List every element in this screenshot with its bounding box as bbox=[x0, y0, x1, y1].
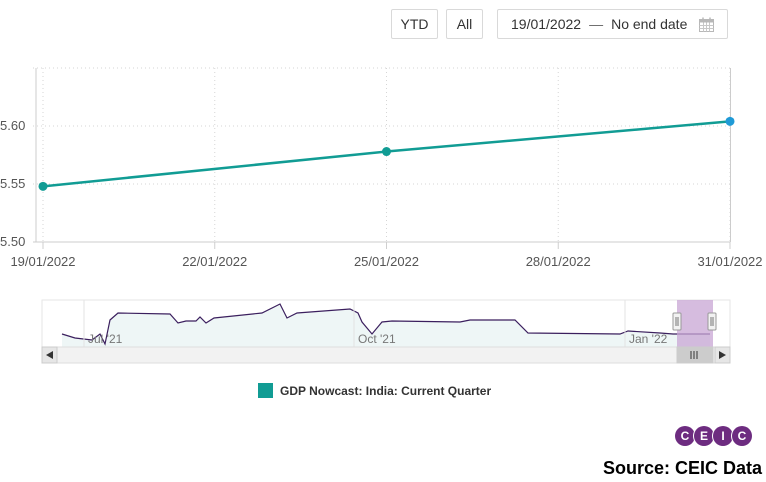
x-tick-label: 22/01/2022 bbox=[182, 254, 247, 269]
legend-swatch bbox=[258, 383, 273, 398]
all-button[interactable]: All bbox=[446, 9, 483, 39]
arrow-right-icon bbox=[719, 351, 726, 359]
x-tick-label: 25/01/2022 bbox=[354, 254, 419, 269]
date-from: 19/01/2022 bbox=[511, 16, 582, 32]
ytd-button[interactable]: YTD bbox=[391, 9, 438, 39]
navigator-selection bbox=[677, 300, 713, 347]
handle-body bbox=[707, 312, 717, 331]
date-to: No end date bbox=[611, 16, 688, 32]
scrollbar-track bbox=[41, 346, 731, 364]
data-point bbox=[38, 181, 48, 191]
date-separator: — bbox=[589, 16, 604, 32]
scrollbar-thumb-body bbox=[676, 346, 714, 364]
scroll-left-button[interactable] bbox=[41, 346, 58, 364]
x-tick-label: 28/01/2022 bbox=[526, 254, 591, 269]
navigator-area bbox=[62, 304, 710, 347]
data-point bbox=[725, 116, 735, 126]
logo-letter: C bbox=[675, 426, 695, 446]
y-tick-label: 5.50 bbox=[0, 234, 25, 249]
ceic-logo: C E I C bbox=[675, 426, 752, 446]
y-tick-label: 5.55 bbox=[0, 176, 25, 191]
navigator-label: Jul '21 bbox=[88, 332, 123, 346]
all-button-label: All bbox=[456, 16, 473, 32]
arrow-left-icon bbox=[46, 351, 53, 359]
navigator-line bbox=[61, 303, 710, 346]
legend-label: GDP Nowcast: India: Current Quarter bbox=[280, 383, 492, 398]
ytd-button-label: YTD bbox=[400, 16, 429, 32]
logo-letter: I bbox=[713, 426, 733, 446]
x-tick-label: 31/01/2022 bbox=[697, 254, 762, 269]
navigator-scrollbar bbox=[41, 346, 731, 364]
navigator-label: Jan '22 bbox=[629, 332, 668, 346]
y-tick-label: 5.60 bbox=[0, 118, 25, 133]
x-tick-label: 19/01/2022 bbox=[10, 254, 75, 269]
scrollbar-thumb[interactable] bbox=[676, 346, 714, 364]
date-range-picker[interactable]: 19/01/2022 — No end date bbox=[497, 9, 728, 39]
navigator-label: Oct '21 bbox=[358, 332, 396, 346]
data-point bbox=[382, 147, 391, 157]
calendar-icon bbox=[699, 17, 714, 35]
legend-item[interactable]: GDP Nowcast: India: Current Quarter bbox=[258, 383, 491, 398]
navigator-handle[interactable] bbox=[672, 312, 682, 331]
scroll-right-button[interactable] bbox=[714, 346, 731, 364]
navigator-handle[interactable] bbox=[707, 312, 717, 331]
source-text: Source: CEIC Data bbox=[602, 458, 762, 478]
handle-body bbox=[672, 312, 682, 331]
logo-letter: C bbox=[732, 426, 752, 446]
logo-letter: E bbox=[694, 426, 714, 446]
